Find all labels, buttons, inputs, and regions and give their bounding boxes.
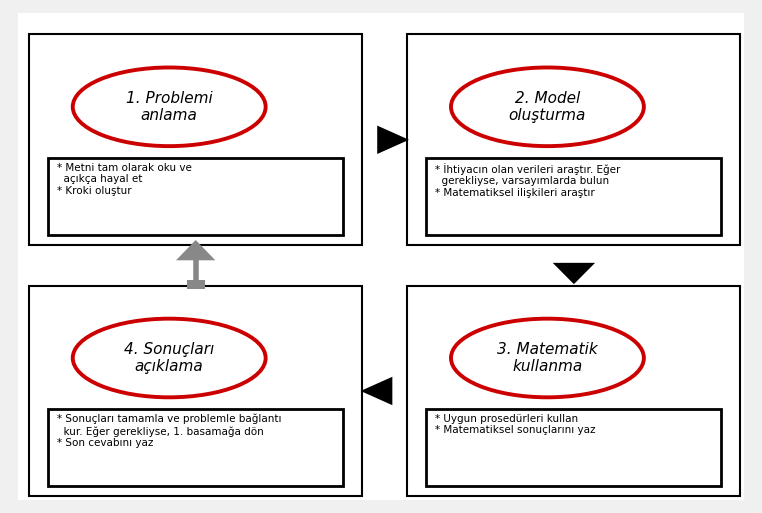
Polygon shape	[360, 377, 392, 405]
Text: 1. Problemi
anlama: 1. Problemi anlama	[126, 91, 213, 123]
Polygon shape	[552, 263, 595, 284]
Text: * İhtiyacın olan verileri araştır. Eğer
  gerekliyse, varsayımlarda bulun
* Mate: * İhtiyacın olan verileri araştır. Eğer …	[435, 163, 621, 198]
FancyBboxPatch shape	[18, 13, 744, 500]
FancyBboxPatch shape	[187, 280, 205, 289]
Text: 3. Matematik
kullanma: 3. Matematik kullanma	[497, 342, 598, 374]
Text: * Metni tam olarak oku ve
  açıkça hayal et
* Kroki oluştur: * Metni tam olarak oku ve açıkça hayal e…	[57, 163, 192, 196]
Text: * Uygun prosedürleri kullan
* Matematiksel sonuçlarını yaz: * Uygun prosedürleri kullan * Matematiks…	[435, 414, 596, 436]
Ellipse shape	[451, 319, 644, 397]
Ellipse shape	[72, 319, 266, 397]
FancyBboxPatch shape	[48, 409, 343, 486]
FancyBboxPatch shape	[48, 157, 343, 235]
FancyBboxPatch shape	[408, 34, 741, 245]
Ellipse shape	[72, 68, 266, 146]
Text: * Sonuçları tamamla ve problemle bağlantı
  kur. Eğer gerekliyse, 1. basamağa dö: * Sonuçları tamamla ve problemle bağlant…	[57, 414, 282, 448]
Polygon shape	[176, 240, 216, 260]
FancyBboxPatch shape	[427, 157, 722, 235]
FancyBboxPatch shape	[427, 409, 722, 486]
Ellipse shape	[451, 68, 644, 146]
FancyBboxPatch shape	[408, 286, 741, 496]
FancyBboxPatch shape	[29, 34, 362, 245]
Text: 4. Sonuçları
açıklama: 4. Sonuçları açıklama	[124, 342, 214, 374]
FancyBboxPatch shape	[29, 286, 362, 496]
Text: 2. Model
oluşturma: 2. Model oluşturma	[509, 91, 586, 123]
Polygon shape	[377, 126, 409, 154]
